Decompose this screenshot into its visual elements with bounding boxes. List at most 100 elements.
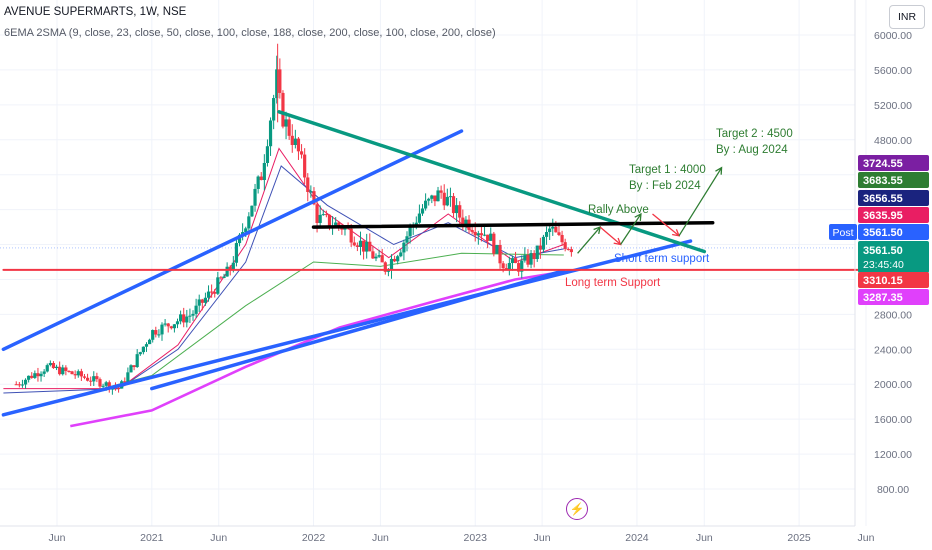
candle bbox=[324, 210, 328, 218]
candle bbox=[442, 184, 446, 211]
candle bbox=[436, 186, 440, 202]
candle bbox=[476, 230, 480, 245]
candle bbox=[451, 192, 456, 218]
candle-body bbox=[116, 387, 121, 389]
candle-body bbox=[393, 258, 397, 262]
candle-body bbox=[523, 255, 527, 261]
green-arrow bbox=[678, 167, 723, 237]
candle-body bbox=[23, 379, 28, 385]
candle-body bbox=[551, 226, 555, 229]
candle-body bbox=[349, 228, 353, 243]
candle-body bbox=[377, 255, 381, 257]
post-tag-box bbox=[829, 224, 857, 240]
candle bbox=[455, 197, 459, 223]
chart-annotations: Target 2 : 4500 By : Aug 2024 Target 1 : 4… bbox=[565, 128, 793, 289]
candle bbox=[560, 230, 564, 246]
candle-body bbox=[334, 222, 338, 226]
candle bbox=[234, 237, 239, 267]
candle bbox=[281, 90, 285, 129]
candle-body bbox=[256, 176, 260, 189]
annotation-label: By : Aug 2024 bbox=[716, 144, 788, 156]
candle-body bbox=[14, 384, 18, 386]
candle-body bbox=[157, 334, 161, 336]
candle-body bbox=[430, 195, 434, 199]
candle-body bbox=[368, 241, 372, 252]
price-label-countdown: 23:45:40 bbox=[863, 259, 904, 271]
candle bbox=[293, 129, 297, 149]
candle bbox=[76, 369, 80, 378]
candle-body bbox=[473, 231, 477, 236]
candle-body bbox=[529, 253, 533, 265]
candle-body bbox=[244, 228, 248, 233]
candle bbox=[526, 249, 530, 268]
candle-body bbox=[160, 324, 164, 335]
candle-body bbox=[175, 321, 180, 325]
candle bbox=[132, 365, 136, 371]
candle-body bbox=[315, 204, 319, 223]
candle-body bbox=[253, 188, 257, 206]
candle-body bbox=[399, 252, 403, 257]
candle-body bbox=[293, 138, 297, 146]
candle bbox=[544, 226, 549, 245]
candle bbox=[116, 387, 121, 393]
candle bbox=[188, 308, 192, 324]
candle bbox=[358, 231, 363, 256]
candle-body bbox=[532, 253, 536, 260]
candle bbox=[299, 144, 304, 159]
candle-body bbox=[182, 314, 186, 323]
candle bbox=[492, 231, 496, 257]
candle bbox=[250, 205, 254, 218]
candle bbox=[532, 250, 536, 268]
candle-body bbox=[101, 385, 105, 387]
candle-body bbox=[216, 277, 220, 294]
candle-body bbox=[185, 316, 189, 323]
price-label-text: 3561.50 bbox=[863, 227, 903, 239]
price-label-box bbox=[858, 289, 929, 305]
candle-body bbox=[303, 154, 307, 178]
candle bbox=[191, 310, 195, 321]
candle bbox=[197, 294, 201, 312]
candle bbox=[200, 298, 204, 311]
candle bbox=[85, 373, 90, 382]
candle-body bbox=[203, 297, 208, 303]
price-label: 3287.35 bbox=[858, 289, 929, 305]
candle bbox=[535, 245, 539, 262]
candle-body bbox=[278, 69, 282, 93]
green-arrow-head bbox=[634, 212, 642, 222]
candle-body bbox=[132, 365, 136, 368]
candle-body bbox=[451, 196, 456, 214]
candle-body bbox=[526, 255, 530, 265]
candle-body bbox=[222, 276, 226, 279]
candle-body bbox=[318, 214, 322, 223]
candle-body bbox=[566, 248, 570, 250]
candle bbox=[523, 247, 527, 263]
candle bbox=[433, 195, 437, 207]
candle bbox=[405, 231, 409, 252]
candle bbox=[541, 234, 546, 253]
candle-body bbox=[504, 268, 508, 270]
candle bbox=[278, 58, 282, 99]
candle bbox=[36, 367, 40, 382]
candle-body bbox=[234, 243, 239, 263]
candle bbox=[163, 319, 167, 327]
price-label: 3561.50 23:45:40 bbox=[858, 241, 929, 273]
candle-body bbox=[265, 146, 270, 164]
candle-body bbox=[237, 234, 242, 244]
candle-body bbox=[520, 260, 524, 272]
red-arrow bbox=[599, 226, 622, 245]
candle bbox=[265, 139, 270, 167]
candle-body bbox=[365, 241, 369, 252]
candle-body bbox=[107, 382, 111, 390]
currency-button[interactable]: INR bbox=[889, 5, 925, 29]
candle-body bbox=[42, 371, 46, 374]
lightning-icon[interactable]: ⚡ bbox=[566, 498, 588, 520]
candle bbox=[172, 324, 177, 333]
candle-body bbox=[510, 258, 515, 264]
candle-body bbox=[352, 242, 356, 246]
candle-body bbox=[489, 233, 493, 241]
candle-body bbox=[517, 263, 521, 272]
candle bbox=[520, 255, 524, 279]
price-label-box bbox=[858, 224, 929, 240]
